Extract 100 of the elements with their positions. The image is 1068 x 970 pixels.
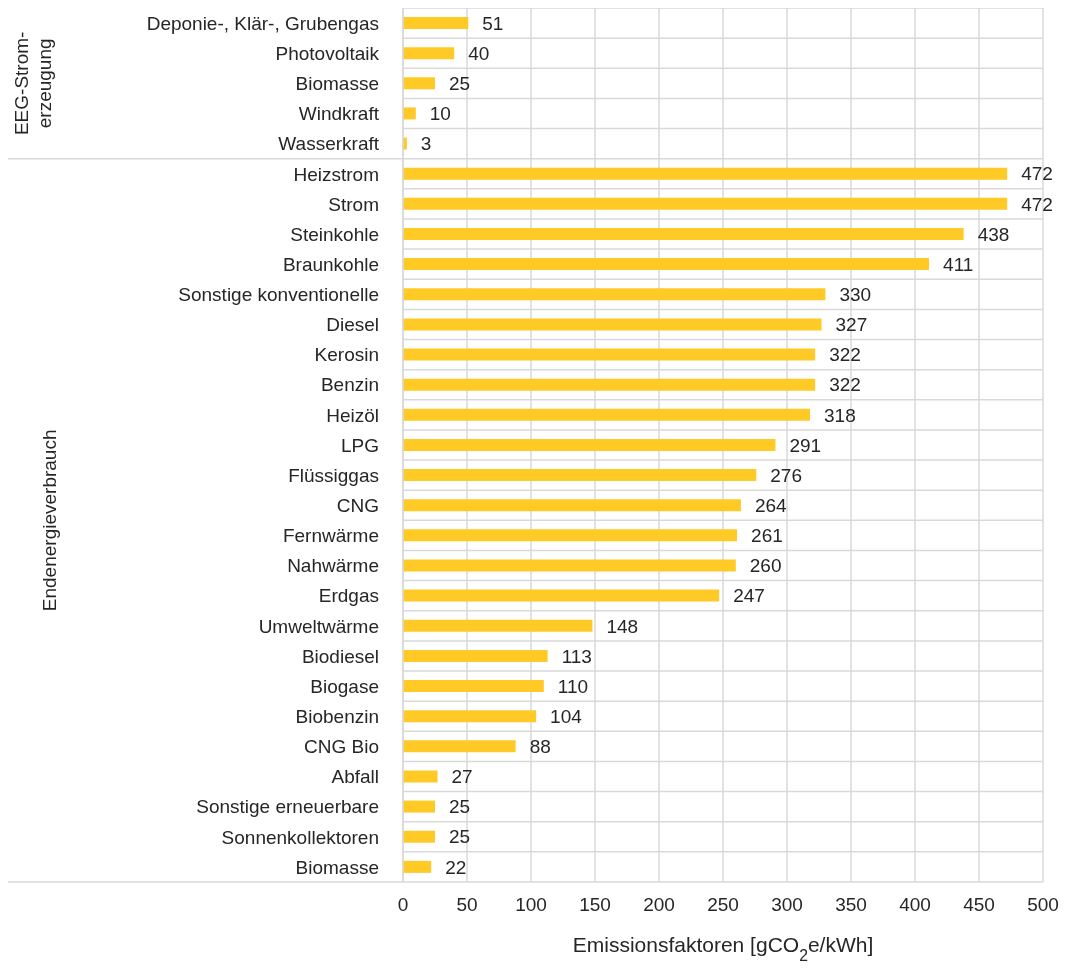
y-tick-label: Abfall (331, 766, 379, 788)
data-label: 438 (977, 223, 1010, 245)
bar (403, 438, 776, 451)
bar (403, 770, 438, 783)
data-label: 318 (824, 404, 856, 426)
y-tick-label: Sonstige erneuerbare (196, 796, 379, 818)
bar (403, 740, 516, 753)
bar (403, 800, 435, 813)
x-tick-label: 350 (835, 894, 867, 916)
data-label: 276 (770, 464, 802, 486)
data-label: 327 (835, 314, 868, 336)
y-tick-label: Strom (328, 193, 379, 215)
x-tick-label: 0 (397, 894, 409, 916)
bar (403, 288, 826, 301)
bar (403, 559, 736, 572)
y-tick-label: Wasserkraft (278, 133, 380, 155)
bar (403, 408, 811, 421)
y-tick-label: Erdgas (318, 585, 379, 607)
x-tick-label: 450 (963, 894, 995, 916)
text: EEG-Strom- erzeugung (11, 31, 55, 136)
data-label: 3 (420, 133, 432, 155)
bar (403, 17, 469, 29)
data-label: 113 (561, 645, 592, 667)
x-axis-title: Emissionsfaktoren [gCO$_{2}$e/kWh] (572, 933, 874, 964)
y-tick-label: Flüssiggas (288, 464, 379, 486)
data-label: 22 (445, 856, 467, 878)
y-tick-label: Photovoltaik (275, 42, 380, 64)
x-tick-label: 300 (771, 894, 803, 916)
bar (403, 710, 537, 723)
bar (403, 529, 738, 542)
y-tick-label: Biomasse (295, 73, 379, 95)
bar (403, 619, 593, 632)
y-tick-label: Biogase (310, 675, 379, 697)
y-tick-label: Nahwärme (287, 555, 379, 577)
bar (403, 167, 1008, 180)
data-label: 247 (733, 585, 765, 607)
y-tick-label: Kerosin (314, 344, 379, 366)
y-tick-label: Benzin (320, 374, 379, 396)
bar (403, 107, 416, 120)
data-label: 10 (429, 103, 451, 125)
text: Endenergieverbrauch (39, 429, 60, 612)
y-tick-label: Biomasse (295, 856, 379, 878)
y-tick-label: Biodiesel (301, 645, 379, 667)
data-label: 25 (449, 73, 471, 95)
data-label: 472 (1021, 193, 1053, 215)
data-label: 330 (839, 283, 872, 305)
bar (403, 77, 435, 90)
data-label: 261 (751, 525, 783, 547)
bar (403, 227, 964, 240)
y-tick-label: Heizstrom (293, 163, 379, 185)
data-label: 148 (606, 615, 639, 637)
x-tick-label: 150 (579, 894, 611, 916)
data-label: 40 (468, 42, 490, 64)
y-tick-label: Diesel (326, 314, 379, 336)
y-tick-label: Windkraft (298, 103, 380, 125)
x-tick-label: 200 (643, 894, 675, 916)
data-label: 411 (943, 253, 974, 275)
y-tick-label: Biobenzin (295, 705, 379, 727)
data-label: 27 (451, 766, 473, 788)
data-label: 322 (829, 344, 861, 366)
y-tick-label: Braunkohle (282, 253, 379, 275)
x-tick-label: 400 (899, 894, 931, 916)
y-tick-label: Heizöl (326, 404, 379, 426)
data-label: 322 (829, 374, 861, 396)
data-label: 264 (754, 494, 788, 516)
data-label: 51 (482, 12, 504, 34)
bar (403, 830, 435, 843)
x-tick-label: 100 (515, 894, 547, 916)
data-label: 25 (449, 826, 471, 848)
y-tick-label: Sonstige konventionelle (178, 284, 379, 306)
bar (403, 348, 816, 361)
bar (403, 258, 930, 271)
bar (403, 318, 822, 331)
y-tick-label: Sonnenkollektoren (221, 826, 379, 848)
x-tick-label: 500 (1027, 894, 1059, 916)
bar (403, 499, 741, 512)
data-label: 260 (749, 555, 782, 577)
y-tick-label: Fernwärme (282, 525, 379, 547)
bar (403, 860, 432, 873)
y-tick-label: Deponie-, Klär-, Grubengas (146, 12, 379, 34)
data-label: 25 (449, 796, 471, 818)
data-label: 472 (1021, 163, 1053, 185)
bar (403, 469, 757, 482)
x-tick-label: 250 (707, 894, 739, 916)
bar (403, 589, 720, 602)
bar (403, 197, 1008, 210)
y-tick-label: Steinkohle (290, 223, 379, 245)
bar (403, 680, 544, 693)
data-label: 88 (529, 736, 551, 758)
bar (403, 378, 816, 391)
y-tick-label: LPG (340, 434, 379, 456)
data-label: 291 (789, 434, 822, 456)
bar (403, 47, 455, 60)
data-label: 110 (557, 675, 589, 697)
data-label: 104 (550, 705, 583, 727)
bar (403, 649, 548, 662)
y-tick-label: CNG (336, 495, 379, 517)
y-tick-label: CNG Bio (304, 736, 379, 758)
y-tick-label: Umweltwärme (258, 615, 379, 637)
x-tick-label: 50 (456, 894, 478, 916)
